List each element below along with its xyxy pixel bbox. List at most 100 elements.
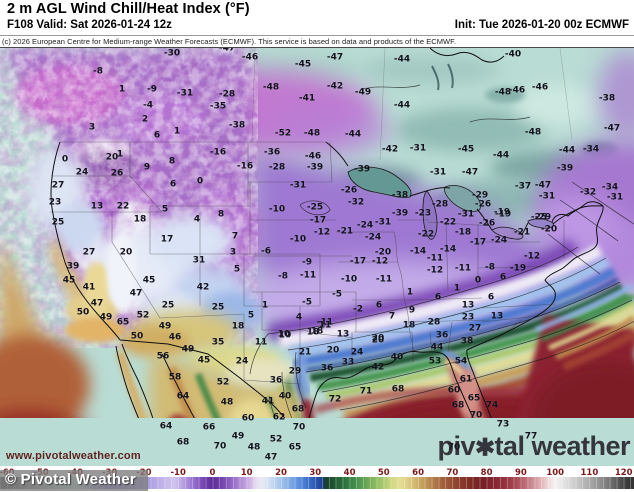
map-value-label: -10 xyxy=(268,204,286,215)
map-value-label: 52 xyxy=(269,434,283,445)
map-value-label: -52 xyxy=(274,128,292,139)
forecast-map: -8 1 -9 -4 2 3 6 1 0 1 20 8 24 26 9 0 27 6 23 13 22 5 18 4 8 25 7 3… xyxy=(0,48,634,466)
map-value-label: 40 xyxy=(278,391,292,402)
map-value-label: -38 xyxy=(391,190,409,201)
map-value-label: -39 xyxy=(556,163,574,174)
map-value-label: 48 xyxy=(220,397,234,408)
map-value-label: -19 xyxy=(494,209,512,220)
map-value-label: -16 xyxy=(236,161,254,172)
map-value-label: -35 xyxy=(209,101,227,112)
map-value-label: -44 xyxy=(492,150,510,161)
header-divider xyxy=(0,35,634,36)
color-scale-tick: 100 xyxy=(546,468,565,478)
map-value-label: -12 xyxy=(371,256,389,267)
map-value-label: 50 xyxy=(76,307,90,318)
map-value-label: -24 xyxy=(356,220,374,231)
map-value-label: 0 xyxy=(474,275,482,286)
map-value-label: 42 xyxy=(371,362,385,373)
map-value-label: 53 xyxy=(428,356,442,367)
map-value-label: 11 xyxy=(254,337,268,348)
map-value-label: 9 xyxy=(143,162,151,173)
map-value-label: 36 xyxy=(320,363,334,374)
map-value-label: 36 xyxy=(269,375,283,386)
map-value-label: 70 xyxy=(213,441,227,452)
map-value-label: 45 xyxy=(142,275,156,286)
map-value-label: 18 xyxy=(306,327,320,338)
map-value-label: -24 xyxy=(364,232,382,243)
map-value-label: 31 xyxy=(192,255,206,266)
map-value-label: 68 xyxy=(391,384,405,395)
color-scale-tick: 80 xyxy=(480,468,493,478)
map-value-label: 77 xyxy=(524,431,538,442)
color-scale-tick: 10 xyxy=(240,468,253,478)
map-value-label: -26 xyxy=(478,218,496,229)
map-top-border xyxy=(0,47,634,48)
map-value-label: 1 xyxy=(116,149,124,160)
map-value-label: -39 xyxy=(306,162,324,173)
map-value-label: 68 xyxy=(176,437,190,448)
map-value-label: 18 xyxy=(310,326,324,337)
map-value-label: 25 xyxy=(51,217,65,228)
map-value-label: 61 xyxy=(459,374,473,385)
map-value-label: 4 xyxy=(295,312,303,323)
map-value-label: 62 xyxy=(272,412,286,423)
map-value-label: -41 xyxy=(298,93,316,104)
color-scale-tick: 70 xyxy=(446,468,459,478)
map-value-label: -32 xyxy=(579,187,597,198)
map-value-label: 1 xyxy=(406,287,414,298)
map-value-label: -8 xyxy=(485,262,495,273)
map-value-label: -47 xyxy=(326,52,344,63)
map-value-label: 52 xyxy=(216,377,230,388)
map-value-label: 54 xyxy=(454,356,468,367)
map-value-label: -45 xyxy=(294,59,312,70)
map-value-label: 13 xyxy=(90,201,104,212)
color-scale-fine-ticks xyxy=(0,477,634,489)
map-value-label: -48 xyxy=(303,128,321,139)
map-value-label: -19 xyxy=(509,263,527,274)
map-value-label: 5 xyxy=(161,204,169,215)
map-value-label: 23 xyxy=(48,197,62,208)
map-value-label: 29 xyxy=(288,366,302,377)
map-value-label: -14 xyxy=(409,246,427,257)
map-value-label: 64 xyxy=(159,421,173,432)
map-value-label: 10 xyxy=(277,329,291,340)
pivotal-weather-logo: piv✱tal weather xyxy=(437,431,631,462)
map-value-label: 22 xyxy=(116,201,130,212)
map-value-label: -9 xyxy=(302,257,312,268)
map-value-label: -16 xyxy=(209,147,227,158)
map-value-label: 1 xyxy=(453,283,461,294)
map-value-label: -48 xyxy=(524,127,542,138)
map-value-label: -44 xyxy=(344,129,362,140)
map-value-label: 3 xyxy=(88,122,96,133)
map-value-label: -45 xyxy=(457,144,475,155)
map-value-label: -42 xyxy=(381,144,399,155)
map-value-label: -11 xyxy=(454,263,472,274)
map-value-label: -31 xyxy=(538,191,556,202)
map-value-label: -19 xyxy=(493,207,511,218)
map-value-label: 1 xyxy=(118,84,126,95)
map-value-label: 9 xyxy=(408,305,416,316)
map-value-label: 28 xyxy=(427,317,441,328)
map-value-label: 65 xyxy=(467,393,481,404)
map-value-label: 8 xyxy=(168,156,176,167)
map-value-label: -37 xyxy=(514,181,532,192)
map-value-label: -47 xyxy=(603,123,621,134)
map-value-label: 1 xyxy=(173,126,181,137)
map-value-label: -11 xyxy=(299,270,317,281)
map-value-label: -20 xyxy=(374,247,392,258)
map-value-label: 8 xyxy=(217,209,225,220)
map-value-label: 38 xyxy=(460,336,474,347)
map-value-label: 48 xyxy=(247,442,261,453)
map-value-label: 65 xyxy=(116,317,130,328)
map-value-label: -17 xyxy=(309,215,327,226)
color-scale-tick: 90 xyxy=(514,468,527,478)
map-value-label: -26 xyxy=(340,185,358,196)
map-value-label: 2 xyxy=(141,114,149,125)
map-value-label: -36 xyxy=(263,147,281,158)
map-value-label: -24 xyxy=(490,235,508,246)
map-value-label: 70 xyxy=(447,442,461,453)
map-value-label: -12 xyxy=(313,227,331,238)
map-value-label: -25 xyxy=(530,212,548,223)
map-value-label: 44 xyxy=(430,342,444,353)
map-value-label: 42 xyxy=(196,282,210,293)
